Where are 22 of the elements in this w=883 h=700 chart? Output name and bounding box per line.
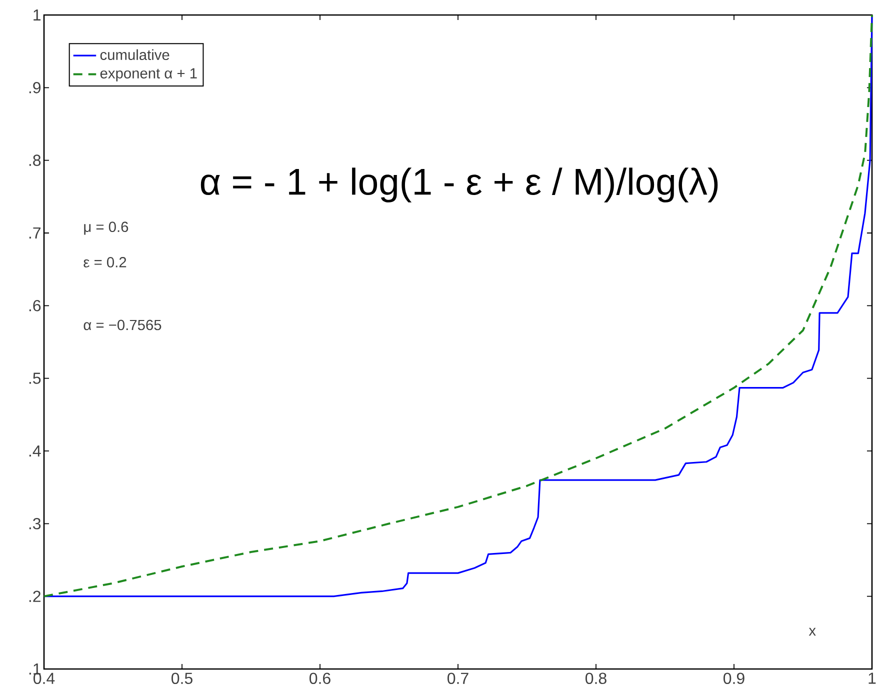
y-tick-label: .6 bbox=[29, 300, 41, 312]
y-tick-label: .2 bbox=[29, 590, 40, 602]
x-tick-label: 0.5 bbox=[172, 672, 192, 684]
x-tick-label: 0.9 bbox=[724, 672, 744, 684]
y-tick-label: .7 bbox=[29, 227, 40, 238]
annotation: α = −0.7565 bbox=[84, 320, 162, 330]
y-tick-label: .9 bbox=[29, 82, 41, 94]
y-tick-label: .4 bbox=[29, 445, 41, 456]
y-tick-label: .3 bbox=[29, 518, 41, 530]
x-tick-label: 0.8 bbox=[586, 672, 606, 684]
y-tick-label: .8 bbox=[29, 154, 41, 166]
x-tick-label: 0.7 bbox=[448, 672, 468, 684]
legend-label: exponent α + 1 bbox=[100, 68, 197, 82]
annotation: ε = 0.2 bbox=[84, 257, 126, 268]
annotation: α = - 1 + log(1 - ε + ε / M)/log(λ) bbox=[200, 168, 718, 202]
x-axis-title: x bbox=[808, 628, 816, 636]
y-tick-label: .5 bbox=[29, 372, 41, 384]
annotation: μ = 0.6 bbox=[84, 222, 128, 235]
y-tick-label: 1 bbox=[34, 10, 41, 20]
x-tick-label: 0.6 bbox=[310, 672, 330, 684]
legend-label: cumulative bbox=[100, 49, 170, 60]
x-tick-label: 1 bbox=[868, 672, 876, 684]
